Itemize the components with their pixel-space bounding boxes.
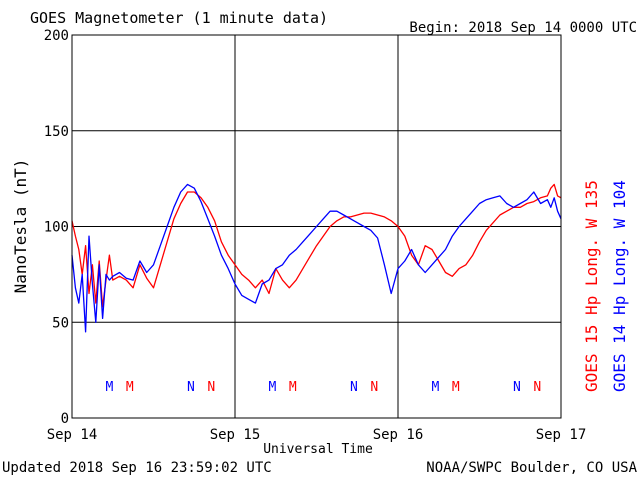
- y-axis-label: NanoTesla (nT): [11, 159, 30, 294]
- noon-marker: N: [187, 380, 195, 395]
- x-tick-label: Sep 17: [536, 427, 587, 443]
- series-goes14-line: [71, 183, 562, 333]
- x-tick-labels: Sep 14 Sep 15 Sep 16 Sep 17: [47, 427, 587, 443]
- x-tick-label: Sep 15: [210, 427, 261, 443]
- series-lines: [71, 183, 562, 333]
- y-tick-label: 100: [44, 220, 69, 236]
- noon-marker: N: [513, 380, 521, 395]
- begin-time: Begin: 2018 Sep 14 0000 UTC: [409, 20, 637, 36]
- y-tick-label: 50: [52, 315, 69, 331]
- x-tick-label: Sep 16: [373, 427, 424, 443]
- legend-goes15: GOES 15 Hp Long. W 135: [582, 180, 601, 392]
- noon-marker: N: [350, 380, 358, 395]
- credit: NOAA/SWPC Boulder, CO USA: [426, 460, 637, 476]
- midnight-marker: M: [431, 380, 439, 395]
- legend-goes14: GOES 14 Hp Long. W 104: [610, 180, 629, 392]
- midnight-marker: M: [268, 380, 276, 395]
- midnight-marker: M: [289, 380, 297, 395]
- noon-marker: N: [370, 380, 378, 395]
- y-tick-labels: 0 50 100 150 200: [44, 28, 69, 427]
- chart-title: GOES Magnetometer (1 minute data): [30, 9, 328, 27]
- midnight-marker: M: [126, 380, 134, 395]
- noon-marker: N: [207, 380, 215, 395]
- midnight-marker: M: [452, 380, 460, 395]
- y-tick-label: 200: [44, 28, 69, 44]
- x-axis-label: Universal Time: [263, 442, 373, 457]
- x-tick-label: Sep 14: [47, 427, 98, 443]
- y-tick-label: 0: [61, 411, 69, 427]
- plot-frame: [71, 34, 562, 419]
- midnight-marker: M: [105, 380, 113, 395]
- updated-time: Updated 2018 Sep 16 23:59:02 UTC: [2, 460, 272, 476]
- noon-marker: N: [533, 380, 541, 395]
- series-goes15-line: [71, 183, 562, 308]
- y-tick-label: 150: [44, 124, 69, 140]
